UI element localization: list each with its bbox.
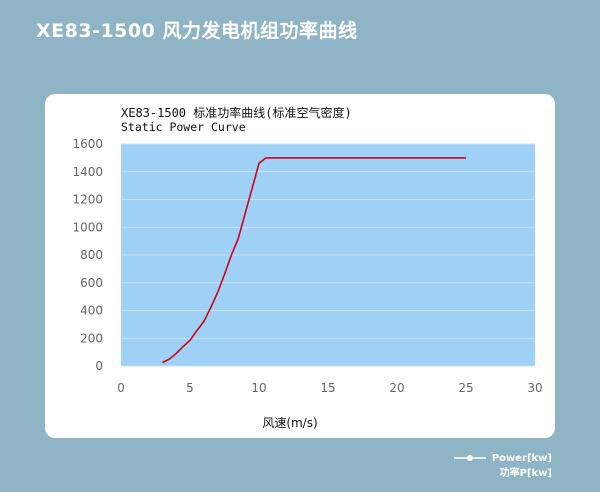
power-curve-chart: 0 200 400 600 800 1000 1200 1400 1600 0 5 10 15 20 25 3… (51, 105, 543, 430)
y-tick-label: 400 (80, 304, 103, 318)
y-tick-label: 200 (80, 331, 103, 345)
legend-item-power: Power[kw] (452, 452, 552, 464)
legend-label-en: Power[kw] (491, 452, 552, 464)
y-tick-label: 800 (80, 248, 103, 262)
x-tick-label: 25 (458, 381, 473, 395)
chart-subtitle: Static Power Curve (121, 120, 246, 134)
legend-item-power-cn: 功率P[kw] (452, 464, 552, 479)
chart-title: XE83-1500 标准功率曲线(标准空气密度) (121, 105, 352, 120)
y-tick-label: 1400 (72, 165, 103, 179)
y-tick-label: 1000 (72, 220, 103, 234)
power-curve-line (162, 157, 466, 364)
x-tick-label: 0 (117, 381, 125, 395)
y-tick-label: 0 (95, 359, 103, 373)
x-tick-label: 30 (527, 381, 542, 395)
legend: Power[kw] 功率P[kw] (452, 452, 552, 479)
chart-card: 0 200 400 600 800 1000 1200 1400 1600 0 5 10 15 20 25 3… (45, 94, 555, 438)
x-axis-label: 风速(m/s) (262, 416, 317, 430)
x-tick-label: 20 (389, 381, 404, 395)
x-tick-label: 5 (186, 381, 194, 395)
legend-label-cn: 功率P[kw] (499, 468, 552, 479)
y-tick-label: 1600 (72, 137, 103, 151)
x-tick-label: 15 (320, 381, 335, 395)
x-tick-label: 10 (251, 381, 266, 395)
page-title: XE83-1500 风力发电机组功率曲线 (36, 20, 358, 42)
legend-line-marker-icon (454, 455, 486, 461)
y-axis-label: 功率 (KW) (51, 233, 63, 275)
y-tick-label: 600 (80, 276, 103, 290)
y-tick-label: 1200 (72, 193, 103, 207)
